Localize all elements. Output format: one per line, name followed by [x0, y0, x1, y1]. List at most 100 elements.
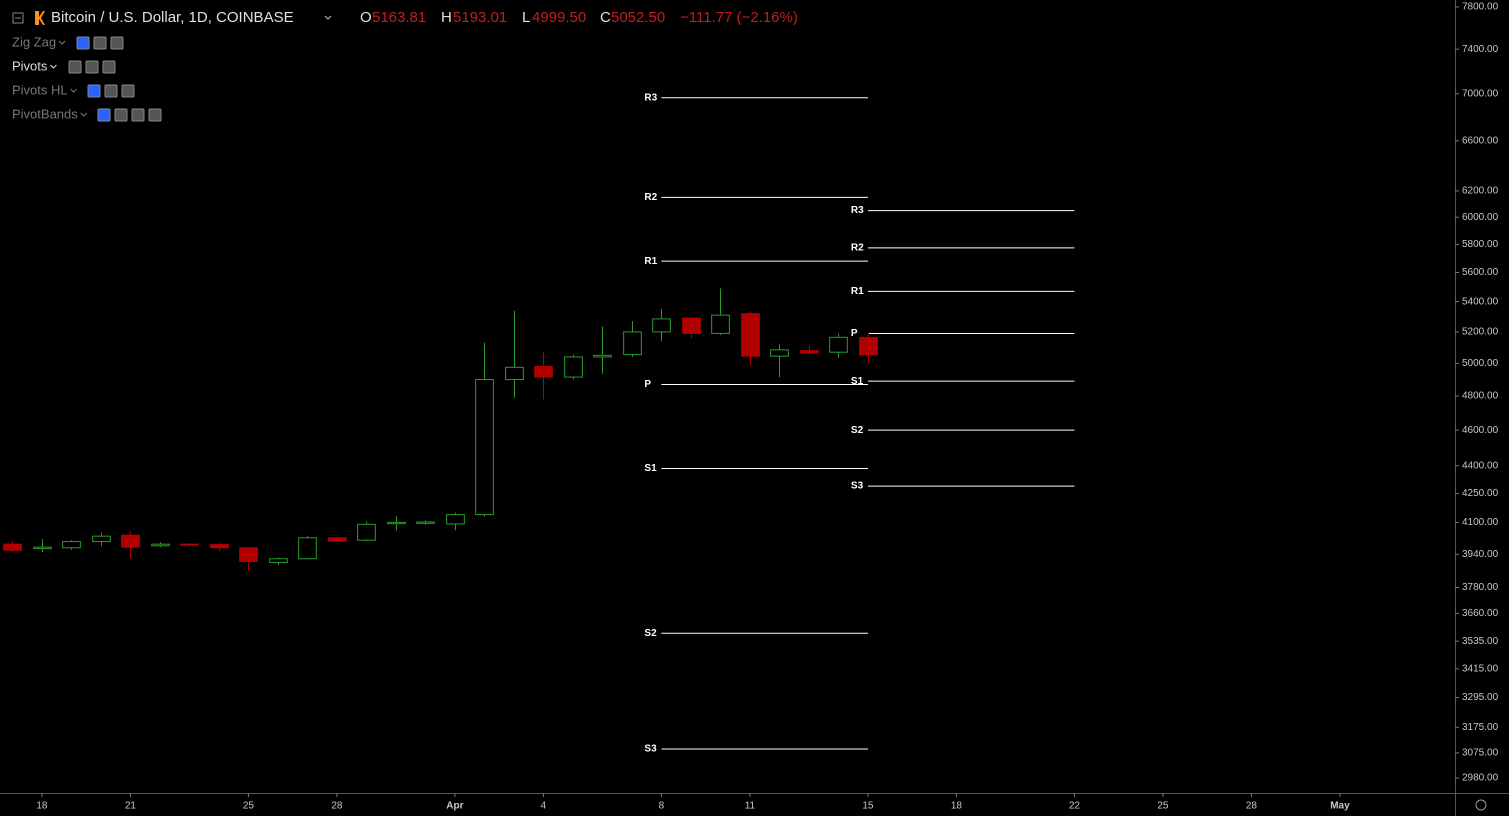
pivot-label: R1	[851, 286, 864, 297]
candle-body	[33, 546, 52, 550]
candle-body	[298, 537, 317, 560]
candle-body	[92, 535, 111, 543]
indicator-name[interactable]: PivotBands	[12, 106, 78, 121]
y-tick-label: 4600.00	[1462, 425, 1499, 436]
indicator-name[interactable]: Zig Zag	[12, 34, 56, 49]
x-tick-label: 18	[951, 801, 963, 812]
y-tick-label: 4250.00	[1462, 488, 1499, 499]
symbol-icon	[35, 11, 45, 25]
x-tick-label: 28	[1246, 801, 1258, 812]
x-tick-label: 22	[1069, 801, 1081, 812]
indicator-button[interactable]	[102, 60, 116, 74]
candle-body	[269, 558, 288, 563]
settings-icon[interactable]	[1475, 799, 1487, 811]
x-tick-label: 11	[745, 801, 756, 812]
candle-body	[534, 366, 553, 378]
x-tick-label: 8	[659, 801, 665, 812]
pivot-label: R2	[644, 192, 657, 203]
indicator-button[interactable]	[121, 84, 135, 98]
x-tick-label: 21	[125, 801, 137, 812]
pivot-label: P	[644, 379, 651, 390]
candle-body	[62, 541, 81, 549]
x-tick-label: 25	[1157, 801, 1169, 812]
indicator-button[interactable]	[148, 108, 162, 122]
candle-body	[475, 379, 494, 516]
candle-body	[564, 356, 583, 378]
candle-body	[180, 543, 199, 546]
x-tick-label: 25	[243, 801, 255, 812]
y-tick-label: 3780.00	[1462, 582, 1499, 593]
ohlc-value: 5052.50	[611, 9, 665, 26]
candle-body	[446, 514, 465, 525]
ohlc-label: H	[441, 9, 452, 26]
indicator-button[interactable]	[104, 84, 118, 98]
pivot-label: R3	[851, 205, 864, 216]
indicator-name[interactable]: Pivots	[12, 58, 48, 73]
y-tick-label: 6200.00	[1462, 186, 1499, 197]
indicator-name[interactable]: Pivots HL	[12, 82, 68, 97]
x-tick-label: 18	[36, 801, 48, 812]
ohlc-value: 5163.81	[372, 9, 426, 26]
ohlc-label: C	[600, 9, 611, 26]
x-tick-label: 4	[541, 801, 547, 812]
pivot-label: S1	[851, 376, 864, 387]
change-value: −111.77 (−2.16%)	[680, 9, 798, 26]
y-tick-label: 5800.00	[1462, 239, 1499, 250]
indicator-button[interactable]	[131, 108, 145, 122]
indicator-button[interactable]	[97, 108, 111, 122]
y-tick-label: 7400.00	[1462, 44, 1499, 55]
x-tick-label: 15	[862, 801, 874, 812]
y-tick-label: 5400.00	[1462, 296, 1499, 307]
indicator-button[interactable]	[93, 36, 107, 50]
indicator-button[interactable]	[76, 36, 90, 50]
ohlc-value: 5193.01	[453, 9, 507, 26]
candle-body	[859, 336, 878, 356]
y-tick-label: 7800.00	[1462, 2, 1499, 13]
dropdown-icon[interactable]	[58, 40, 66, 45]
candle-body	[121, 534, 140, 548]
indicator-button[interactable]	[114, 108, 128, 122]
y-tick-label: 3415.00	[1462, 664, 1499, 675]
y-tick-label: 7000.00	[1462, 88, 1499, 99]
indicator-button[interactable]	[85, 60, 99, 74]
y-tick-label: 4400.00	[1462, 460, 1499, 471]
candle-body	[741, 313, 760, 357]
candle-body	[682, 317, 701, 334]
indicator-button[interactable]	[87, 84, 101, 98]
indicator-button[interactable]	[68, 60, 82, 74]
dropdown-icon[interactable]	[80, 112, 88, 117]
y-tick-label: 3075.00	[1462, 748, 1499, 759]
y-tick-label: 5200.00	[1462, 327, 1499, 338]
candle-body	[239, 547, 258, 562]
chart-title[interactable]: Bitcoin / U.S. Dollar, 1D, COINBASE	[51, 9, 294, 26]
candle-body	[800, 350, 819, 354]
ohlc-label: O	[360, 9, 372, 26]
candle-body	[829, 336, 848, 353]
y-tick-label: 5000.00	[1462, 358, 1499, 369]
ohlc-value: 4999.50	[532, 9, 586, 26]
indicator-button[interactable]	[110, 36, 124, 50]
pivot-label: R2	[851, 242, 864, 253]
dropdown-icon[interactable]	[50, 64, 57, 69]
y-tick-label: 3175.00	[1462, 722, 1499, 733]
pivot-label: S1	[644, 463, 657, 474]
candle-body	[387, 521, 406, 525]
candle-body	[652, 318, 671, 333]
candle-body	[151, 543, 170, 547]
x-tick-label: 28	[331, 801, 343, 812]
candle-body	[711, 314, 730, 334]
collapse-button[interactable]	[12, 12, 24, 24]
candle-body	[3, 543, 22, 551]
candle-body	[416, 521, 435, 524]
dropdown-icon[interactable]	[70, 88, 77, 93]
y-tick-label: 3295.00	[1462, 692, 1499, 703]
x-tick-label: May	[1330, 801, 1350, 812]
y-tick-label: 2980.00	[1462, 773, 1499, 784]
candle-body	[623, 331, 642, 356]
dropdown-icon[interactable]	[324, 15, 332, 20]
x-tick-label: Apr	[446, 801, 463, 812]
candle-body	[593, 354, 612, 358]
y-tick-label: 4100.00	[1462, 517, 1499, 528]
